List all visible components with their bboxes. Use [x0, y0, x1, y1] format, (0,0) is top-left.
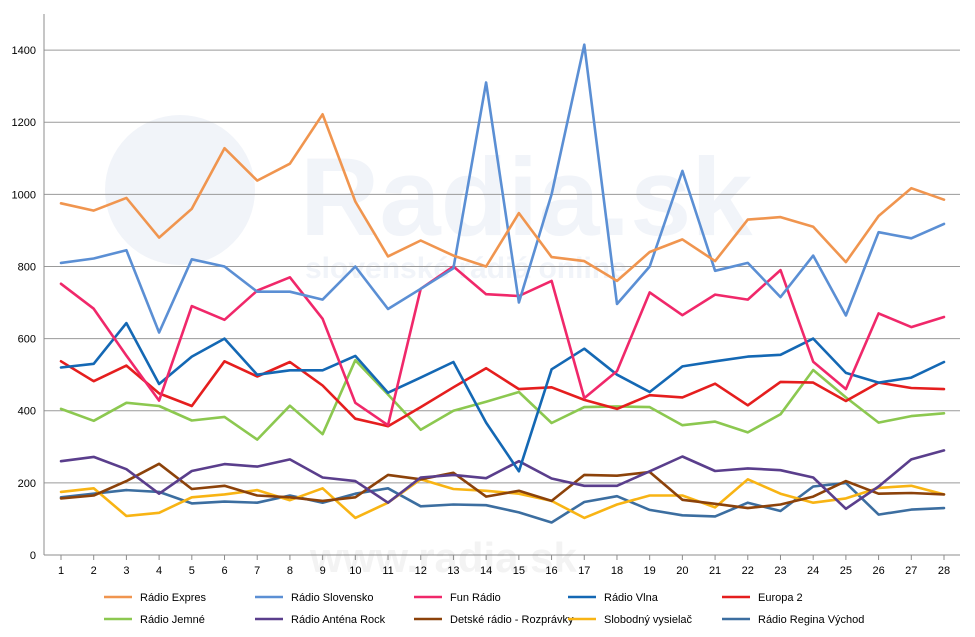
y-tick-label: 1200 [12, 117, 36, 129]
x-tick-label: 18 [611, 565, 623, 577]
y-tick-label: 1400 [12, 45, 36, 57]
series-line-5 [59, 359, 946, 428]
x-tick-label: 2 [91, 565, 97, 577]
x-tick-label: 23 [774, 565, 786, 577]
x-tick-label: 6 [221, 565, 227, 577]
series-line-9 [59, 477, 946, 520]
legend-label: Rádio Slovensko [291, 592, 374, 604]
legend-label: Rádio Expres [140, 592, 207, 604]
legend-label: Rádio Regina Východ [758, 614, 864, 626]
series-line-2 [59, 43, 946, 334]
series-line-6 [59, 358, 946, 441]
y-tick-label: 800 [18, 261, 36, 273]
x-tick-label: 13 [447, 565, 459, 577]
legend-label: Fun Rádio [450, 592, 501, 604]
x-tick-label: 26 [872, 565, 884, 577]
series-line-1 [59, 113, 946, 283]
x-tick-label: 21 [709, 565, 721, 577]
gridlines [44, 49, 960, 484]
x-tick-label: 17 [578, 565, 590, 577]
x-tick-label: 8 [287, 565, 293, 577]
y-tick-label: 1000 [12, 189, 36, 201]
watermark-main: Radia.sk [300, 136, 753, 259]
legend: Rádio Expres Rádio Slovensko Fun Rádio Rádi… [104, 592, 864, 626]
x-tick-label: 19 [644, 565, 656, 577]
watermark-sub: slovenské rádiá online [305, 252, 627, 285]
x-tick-label: 10 [349, 565, 361, 577]
x-tick-label: 7 [254, 565, 260, 577]
x-tick-label: 28 [938, 565, 950, 577]
x-tick-label: 14 [480, 565, 492, 577]
y-tick-label: 400 [18, 406, 36, 418]
x-tick-label: 11 [382, 565, 393, 577]
watermark: Radia.sk slovenské rádiá online www.radi… [105, 115, 753, 581]
series-lines [59, 43, 946, 524]
legend-label: Detské rádio - Rozprávky [450, 614, 574, 626]
x-tick-label: 24 [807, 565, 819, 577]
y-tick-label: 200 [18, 478, 36, 490]
x-tick-label: 4 [156, 565, 162, 577]
x-tick-label: 16 [545, 565, 557, 577]
legend-label: Rádio Jemné [140, 614, 205, 626]
y-tick-label: 600 [18, 334, 36, 346]
legend-label: Europa 2 [758, 592, 803, 604]
y-tick-label: 0 [30, 550, 36, 562]
x-tick-label: 25 [840, 565, 852, 577]
legend-label: Slobodný vysielač [604, 614, 693, 626]
x-tick-label: 5 [189, 565, 195, 577]
x-tick-label: 3 [123, 565, 129, 577]
x-tick-label: 20 [676, 565, 688, 577]
series-line-4 [59, 321, 946, 473]
x-tick-label: 12 [415, 565, 427, 577]
x-tick-label: 9 [320, 565, 326, 577]
x-tick-label: 22 [742, 565, 754, 577]
series-line-7 [59, 449, 946, 511]
x-tick-label: 15 [513, 565, 525, 577]
series-line-8 [59, 462, 946, 510]
legend-label: Rádio Vlna [604, 592, 659, 604]
series-line-3 [59, 265, 946, 427]
watermark-logo-icon [105, 115, 255, 265]
watermark-bottom: www.radia.sk [309, 534, 578, 581]
x-tick-label: 27 [905, 565, 917, 577]
x-tick-label: 1 [58, 565, 64, 577]
legend-label: Rádio Anténa Rock [291, 614, 386, 626]
